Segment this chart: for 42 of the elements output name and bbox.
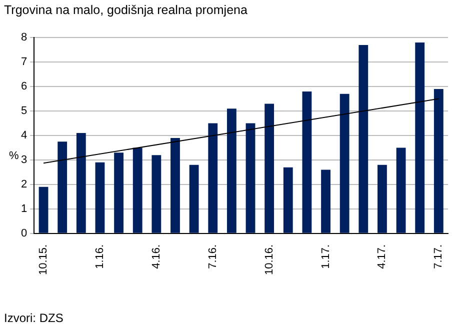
bar [434, 89, 444, 233]
y-tick-label: 3 [20, 154, 28, 166]
y-tick-label: 0 [20, 227, 28, 240]
x-tick-label: 7.16. [206, 244, 219, 269]
x-tick-label: 1.17. [320, 244, 332, 269]
bar [38, 186, 48, 233]
y-tick-label: 8 [20, 32, 28, 44]
x-tick-label: 10.16. [263, 244, 276, 276]
y-axis-title: % [9, 150, 19, 162]
x-tick-label: 10.15. [38, 244, 50, 276]
bar [415, 42, 425, 233]
y-tick-label: 7 [20, 56, 28, 68]
bar [226, 108, 236, 233]
y-tick-label: 4 [20, 130, 28, 142]
bar [264, 104, 274, 233]
text: Izvori: DZS [4, 311, 64, 325]
bar [396, 148, 406, 233]
bar [283, 167, 293, 233]
y-tick-label: 5 [20, 105, 28, 118]
x-tick-label: 1.16. [94, 244, 106, 269]
y-tick-label: 6 [20, 80, 28, 93]
bar [58, 142, 68, 233]
bar [302, 91, 312, 233]
bar [76, 133, 86, 233]
bar [378, 164, 387, 233]
bar [340, 94, 350, 233]
bar [189, 164, 199, 233]
x-tick-label: 7.17. [432, 244, 445, 269]
bar [321, 170, 330, 233]
bar [114, 152, 124, 233]
bar [246, 123, 256, 233]
bar [170, 138, 180, 233]
bar [358, 44, 368, 233]
bar [208, 123, 218, 233]
y-tick-label: 2 [20, 178, 28, 190]
x-tick-label: 4.16. [150, 244, 162, 269]
chart-title: Trgovina na malo, godišnja realna promjena [4, 3, 248, 17]
x-tick-label: 4.17. [376, 244, 388, 269]
bar [95, 162, 105, 233]
bar [132, 148, 142, 233]
bar [152, 155, 162, 233]
y-tick-label: 1 [20, 202, 28, 215]
